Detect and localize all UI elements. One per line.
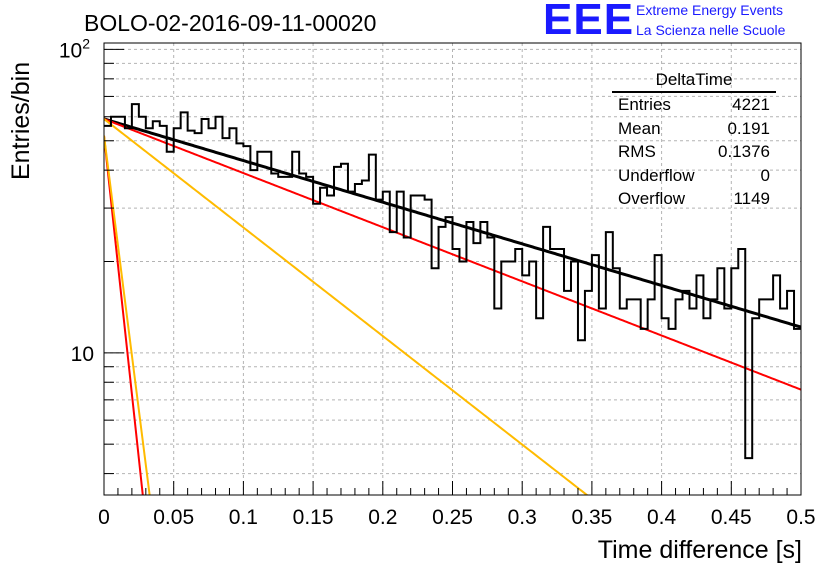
x-tick-label: 0.4 <box>647 506 677 529</box>
stats-title: DeltaTime <box>612 70 776 93</box>
chart-title: BOLO-02-2016-09-11-00020 <box>84 10 377 36</box>
x-tick-label: 0.2 <box>368 506 397 529</box>
fit-curve <box>104 118 801 391</box>
x-tick-label: 0.35 <box>571 506 612 529</box>
x-tick-label: 0.5 <box>786 506 815 529</box>
stats-value: 0.191 <box>727 118 770 138</box>
logo-line-2: La Scienza nelle Scuole <box>636 22 786 38</box>
grid <box>104 43 801 495</box>
histogram <box>104 103 801 460</box>
stats-label: Mean <box>618 118 661 138</box>
x-tick-label: 0.45 <box>711 506 752 529</box>
histogram-line <box>104 103 801 460</box>
stats-row-rms: RMS 0.1376 <box>612 140 776 164</box>
x-tick-label: 0.3 <box>508 506 537 529</box>
stats-value: 1149 <box>733 189 770 208</box>
logo-line-1: Extreme Energy Events <box>636 2 784 18</box>
fit-curve <box>104 135 144 495</box>
stats-box: DeltaTime Entries 4221 Mean 0.191 RMS 0.… <box>612 70 776 211</box>
stats-value: 0.1376 <box>718 142 770 161</box>
x-tick-label: 0.1 <box>229 506 258 529</box>
axis-ticks: 0 0.05 0.1 0.15 0.2 0.25 0.3 0.35 0.4 0.45 0.5 10 10… <box>59 35 816 529</box>
stats-label: Entries <box>618 95 671 114</box>
stats-label: RMS <box>618 142 656 161</box>
y-tick-label: 102 <box>59 35 90 62</box>
stats-row-mean: Mean 0.191 <box>612 117 776 141</box>
x-tick-label: 0.05 <box>153 506 194 529</box>
stats-value: 4221 <box>732 95 770 114</box>
x-tick-label: 0.15 <box>293 506 334 529</box>
fit-curve <box>104 118 589 495</box>
fit-curve <box>104 135 151 495</box>
stats-row-entries: Entries 4221 <box>612 93 776 117</box>
x-axis-label: Time difference [s] <box>597 536 802 564</box>
stats-row-underflow: Underflow 0 <box>612 164 776 188</box>
stats-label: Overflow <box>618 189 686 208</box>
stats-value: 0 <box>760 165 770 185</box>
y-axis-label: Entries/bin <box>7 61 35 180</box>
x-tick-label: 0.25 <box>432 506 473 529</box>
y-tick-label: 10 <box>71 343 94 366</box>
x-tick-label: 0 <box>98 506 110 529</box>
eee-logo: EEE <box>543 0 635 44</box>
stats-label: Underflow <box>618 165 695 185</box>
stats-row-overflow: Overflow 1149 <box>612 187 776 211</box>
